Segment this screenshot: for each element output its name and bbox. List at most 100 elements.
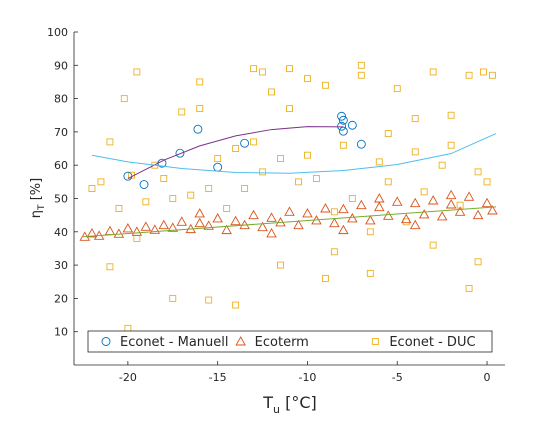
square-marker (371, 338, 379, 345)
circle-marker (356, 139, 366, 149)
square-marker (447, 141, 455, 149)
triangle-marker (338, 224, 349, 235)
circle-marker (101, 337, 111, 346)
triangle-marker (391, 196, 403, 206)
square-marker (465, 71, 473, 79)
square-marker (402, 218, 410, 226)
square-marker (187, 191, 195, 199)
y-tick-label: 90 (54, 59, 68, 72)
square-marker (142, 198, 150, 206)
triangle-marker (383, 210, 394, 220)
square-marker (241, 185, 249, 192)
square-marker (259, 168, 267, 176)
triangle-marker (140, 221, 152, 231)
square-marker (169, 195, 177, 202)
triangle-marker (409, 219, 421, 230)
square-marker (106, 263, 114, 271)
y-tick-label: 20 (54, 292, 68, 305)
square-marker (124, 324, 132, 332)
square-marker (160, 175, 168, 182)
circle-marker (139, 180, 149, 189)
triangle-marker (158, 219, 170, 230)
square-marker (106, 138, 114, 146)
y-tick-label: 70 (54, 126, 68, 139)
triangle-marker (176, 216, 188, 226)
square-marker (133, 68, 141, 76)
square-marker (447, 111, 455, 119)
triangle-marker (149, 224, 161, 234)
square-marker (480, 68, 487, 76)
triangle-marker (257, 221, 268, 232)
triangle-marker (284, 206, 295, 216)
circle-marker (337, 111, 347, 121)
square-marker (465, 284, 473, 292)
triangle-marker (104, 225, 116, 236)
square-marker (393, 85, 401, 93)
square-marker (169, 294, 177, 302)
triangle-marker (427, 195, 439, 205)
triangle-marker (167, 222, 179, 232)
circle-marker (213, 162, 223, 172)
legend-box (87, 330, 493, 353)
square-marker (196, 78, 204, 86)
square-marker (120, 95, 128, 103)
triangle-marker (235, 336, 246, 346)
triangle-marker (194, 208, 205, 218)
x-axis-label: Tu [°C] (262, 393, 317, 416)
triangle-marker (481, 197, 493, 208)
circle-marker (337, 121, 347, 131)
triangle-marker (293, 219, 304, 230)
square-marker (357, 71, 365, 79)
square-marker (366, 269, 374, 277)
square-marker (277, 155, 284, 162)
y-tick-label: 30 (54, 259, 68, 272)
square-marker (429, 68, 437, 76)
square-marker (277, 261, 284, 269)
square-marker (438, 161, 446, 169)
square-marker (375, 158, 383, 166)
y-tick-label: 100 (47, 26, 68, 39)
triangle-marker (445, 199, 457, 209)
triangle-marker (194, 217, 205, 228)
fit-line (91, 133, 497, 174)
triangle-marker (374, 201, 385, 212)
square-marker (304, 151, 311, 159)
triangle-marker (338, 203, 349, 214)
legend-label: Econet - DUC (389, 335, 475, 350)
triangle-marker (347, 213, 358, 223)
square-marker (97, 178, 105, 186)
triangle-marker (436, 211, 448, 221)
square-marker (411, 115, 419, 123)
triangle-marker (266, 228, 277, 238)
y-tick-label: 80 (54, 93, 68, 106)
square-marker (339, 141, 347, 149)
square-marker (348, 195, 356, 202)
x-tick-label: -15 (209, 371, 227, 384)
triangle-marker (356, 199, 367, 210)
circle-marker (347, 120, 357, 130)
triangle-marker (203, 220, 214, 230)
square-marker (178, 108, 186, 116)
square-marker (196, 105, 204, 113)
square-marker (312, 175, 320, 182)
square-marker (133, 235, 141, 242)
square-marker (268, 88, 275, 96)
legend-label: Econet - Manuell (120, 335, 229, 350)
triangle-marker (122, 223, 134, 233)
square-marker (205, 185, 213, 192)
square-marker (250, 65, 258, 73)
triangle-marker (212, 213, 223, 223)
y-tick-label: 40 (54, 226, 68, 239)
square-marker (420, 188, 428, 196)
square-marker (429, 241, 437, 249)
square-marker (474, 168, 482, 176)
square-marker (366, 228, 374, 236)
triangle-marker (230, 215, 241, 226)
square-marker (321, 274, 329, 282)
x-tick-label: 0 (484, 371, 491, 384)
legend-label: Ecoterm (255, 335, 309, 350)
circle-marker (338, 115, 348, 125)
square-marker (250, 138, 258, 146)
triangle-marker (221, 224, 232, 235)
triangle-marker (374, 193, 385, 203)
